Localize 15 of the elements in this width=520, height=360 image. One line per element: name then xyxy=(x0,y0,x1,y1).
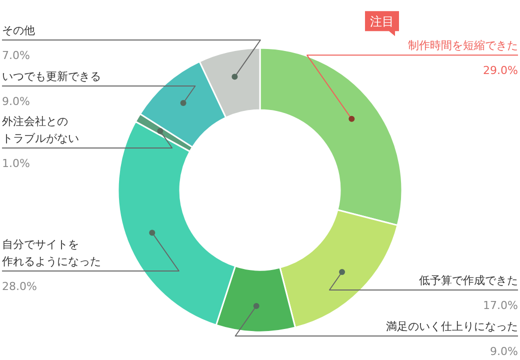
data-label: 29.0% xyxy=(483,64,518,78)
data-label: 17.0% xyxy=(483,299,518,312)
slice-label: 自分でサイトを作れるようになった xyxy=(1,238,101,268)
slice-label: その他 xyxy=(2,24,35,37)
data-label: 7.0% xyxy=(2,49,30,62)
slice-label: 制作時間を短縮できた xyxy=(408,39,518,52)
slice-label: 外注会社とのトラブルがない xyxy=(2,115,79,145)
text: 注目 xyxy=(370,14,394,29)
data-label: 9.0% xyxy=(490,345,518,358)
slice-label: 満足のいく仕上りになった xyxy=(386,320,518,333)
data-label: 9.0% xyxy=(2,95,30,108)
data-label: 28.0% xyxy=(2,280,37,293)
data-label: 1.0% xyxy=(2,157,30,170)
slice-label: いつでも更新できる xyxy=(2,70,101,83)
slice-label: 低予算で作成できた xyxy=(419,274,518,287)
